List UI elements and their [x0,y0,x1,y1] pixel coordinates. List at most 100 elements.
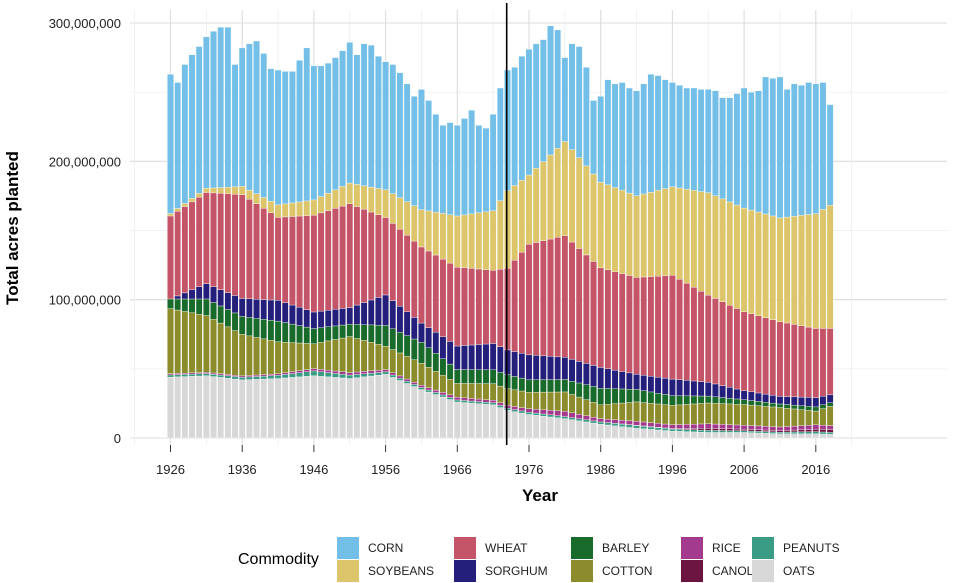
legend-item-rice: RICE [681,537,801,559]
bar-corn-1937 [246,43,253,191]
bar-oats-1962 [425,391,432,439]
bar-peanuts-1963 [432,392,440,395]
bar-soybeans-2004 [726,201,734,306]
bar-group-1948 [324,62,332,439]
bar-barley-1997 [676,395,683,406]
bar-canola-2005 [733,428,741,431]
bar-sorghum-1947 [317,310,325,328]
bar-rice-2000 [697,423,705,429]
bar-soybeans-1951 [346,182,354,204]
bar-soybeans-1946 [310,199,318,216]
bar-rice-1955 [375,370,382,373]
bar-group-1993 [647,74,655,439]
bar-corn-1948 [324,62,332,194]
bar-corn-2013 [790,83,798,217]
bar-rice-1983 [575,414,583,419]
bar-sorghum-1959 [403,311,411,336]
bar-wheat-2010 [769,319,777,396]
bar-soybeans-1933 [217,187,225,194]
bar-barley-1930 [195,298,203,315]
bar-group-1988 [611,83,619,439]
bar-sorghum-2017 [819,396,827,405]
bar-group-1987 [604,79,612,439]
bar-rice-1994 [654,423,662,428]
bar-wheat-1983 [575,248,583,362]
bar-barley-1989 [618,388,626,404]
bar-cotton-2012 [783,408,791,427]
bar-wheat-1968 [468,268,475,346]
y-axis-title: Total acres planted [3,151,22,305]
bar-group-1989 [618,82,626,439]
bar-group-1986 [597,96,605,439]
bar-group-1972 [496,87,504,439]
bar-sorghum-1997 [676,379,683,396]
bar-corn-1945 [303,47,311,202]
bar-cotton-1942 [281,342,289,373]
bar-rice-1965 [446,394,454,398]
bar-group-1971 [489,114,497,439]
bar-peanuts-1998 [683,429,691,432]
bar-oats-1954 [367,375,375,439]
bar-sorghum-2009 [762,393,769,403]
bar-peanuts-1926 [167,374,174,378]
bar-corn-1934 [224,26,232,188]
bar-corn-1926 [167,74,174,214]
bar-soybeans-1971 [489,210,497,271]
bar-rice-1966 [453,397,461,401]
bar-barley-2001 [704,395,712,404]
bar-barley-1994 [654,393,662,405]
bar-oats-2014 [798,433,805,439]
bar-peanuts-1975 [518,410,526,414]
bar-corn-1951 [346,42,354,184]
bar-oats-1928 [181,376,189,439]
bar-corn-1939 [260,53,268,198]
bar-soybeans-1936 [238,186,246,195]
bar-peanuts-1974 [511,409,518,412]
bar-group-1936 [238,47,246,439]
bar-soybeans-2011 [776,217,784,322]
bar-barley-1993 [647,391,655,404]
bar-cotton-1999 [690,403,698,425]
bar-soybeans-1945 [303,200,311,216]
bar-sorghum-1941 [274,300,282,322]
bar-cotton-1937 [246,335,253,376]
bar-canola-2006 [740,428,748,431]
bar-soybeans-1940 [267,201,275,213]
bar-barley-1998 [683,395,691,405]
x-tick-label: 1956 [371,462,400,477]
bar-peanuts-1951 [346,374,354,379]
bar-rice-1945 [303,369,311,372]
bar-corn-1977 [532,43,540,169]
bar-soybeans-1966 [453,215,461,268]
legend-title: Commodity [238,551,319,568]
bar-group-1932 [210,31,217,439]
bar-rice-2010 [769,426,777,431]
bar-soybeans-1950 [339,186,346,207]
bar-sorghum-2010 [769,395,777,404]
bar-sorghum-1927 [174,295,181,300]
bar-peanuts-1980 [554,415,562,418]
bar-cotton-1934 [224,326,232,375]
bar-group-2005 [733,93,741,439]
bar-corn-2014 [798,85,805,216]
bar-peanuts-1941 [274,375,282,379]
bar-rice-1934 [224,374,232,376]
legend-swatch [454,560,476,582]
bar-sorghum-1931 [203,283,210,300]
bar-soybeans-1996 [669,186,676,276]
bar-cotton-2013 [790,408,798,427]
bar-cotton-1960 [410,359,418,383]
bar-wheat-1989 [618,273,626,372]
bar-rice-1971 [489,400,497,403]
bar-corn-1986 [597,96,605,183]
bar-wheat-1971 [489,270,497,344]
bar-group-1947 [317,65,325,439]
bar-oats-2004 [726,432,734,439]
bar-barley-2009 [762,402,769,407]
bar-barley-1978 [540,379,547,393]
bar-soybeans-1987 [604,184,612,270]
bar-barley-2004 [726,398,734,405]
bar-barley-1966 [453,369,461,384]
bar-sorghum-1930 [195,286,203,300]
bar-oats-2009 [762,433,769,439]
